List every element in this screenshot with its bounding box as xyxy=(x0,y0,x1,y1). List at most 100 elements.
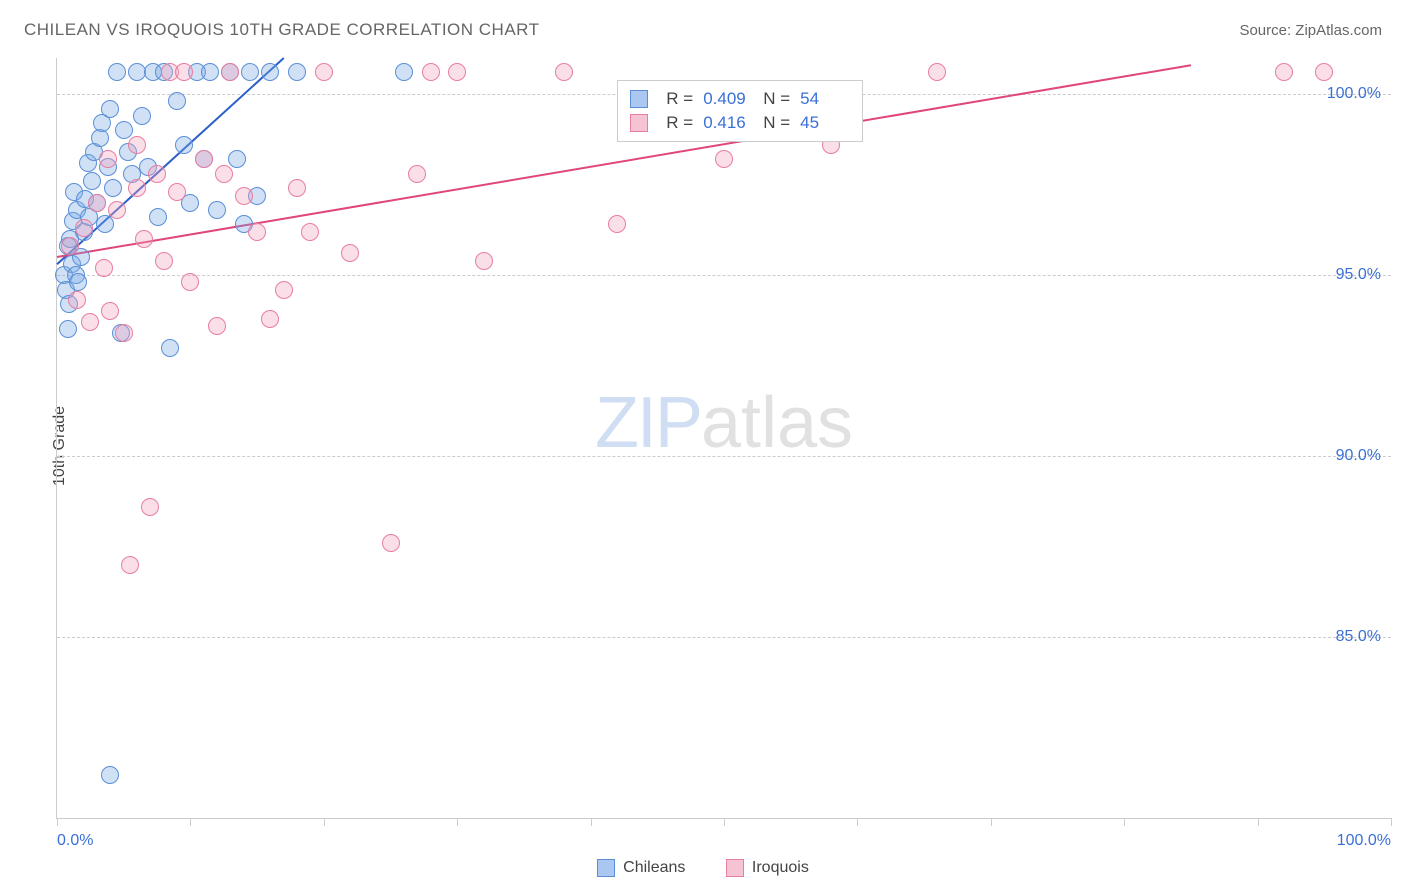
data-point xyxy=(88,194,106,212)
data-point xyxy=(228,150,246,168)
data-point xyxy=(261,310,279,328)
data-point xyxy=(208,201,226,219)
stats-r-value: 0.416 xyxy=(703,113,753,133)
data-point xyxy=(115,324,133,342)
data-point xyxy=(208,317,226,335)
data-point xyxy=(59,320,77,338)
x-tick xyxy=(324,818,325,826)
data-point xyxy=(288,179,306,197)
x-tick xyxy=(457,818,458,826)
data-point xyxy=(241,63,259,81)
legend-item-chileans: Chileans xyxy=(597,859,685,877)
data-point xyxy=(275,281,293,299)
data-point xyxy=(135,230,153,248)
data-point xyxy=(181,273,199,291)
stats-row: R = 0.409 N = 54 xyxy=(630,87,850,111)
plot-area: ZIPatlas 85.0%90.0%95.0%100.0%0.0%100.0%… xyxy=(56,58,1391,819)
x-tick xyxy=(1124,818,1125,826)
data-point xyxy=(175,136,193,154)
data-point xyxy=(475,252,493,270)
data-point xyxy=(128,179,146,197)
trend-lines-layer xyxy=(57,58,1391,818)
x-tick xyxy=(1391,818,1392,826)
data-point xyxy=(108,201,126,219)
data-point xyxy=(1315,63,1333,81)
x-tick xyxy=(1258,818,1259,826)
data-point xyxy=(69,273,87,291)
data-point xyxy=(128,136,146,154)
stats-swatch xyxy=(630,90,648,108)
bottom-legend: Chileans Iroquois xyxy=(0,859,1406,882)
data-point xyxy=(175,63,193,81)
x-tick xyxy=(190,818,191,826)
x-tick xyxy=(591,818,592,826)
data-point xyxy=(195,150,213,168)
x-tick xyxy=(724,818,725,826)
x-tick xyxy=(57,818,58,826)
data-point xyxy=(141,498,159,516)
x-tick-label: 100.0% xyxy=(1337,832,1391,850)
data-point xyxy=(715,150,733,168)
data-point xyxy=(168,183,186,201)
data-point xyxy=(161,339,179,357)
x-tick xyxy=(991,818,992,826)
data-point xyxy=(99,150,117,168)
data-point xyxy=(341,244,359,262)
data-point xyxy=(101,100,119,118)
data-point xyxy=(395,63,413,81)
data-point xyxy=(96,215,114,233)
data-point xyxy=(248,223,266,241)
stats-n-value: 54 xyxy=(800,89,850,109)
chart-source: Source: ZipAtlas.com xyxy=(1239,22,1382,39)
data-point xyxy=(261,63,279,81)
data-point xyxy=(148,165,166,183)
data-point xyxy=(555,63,573,81)
data-point xyxy=(68,291,86,309)
data-point xyxy=(315,63,333,81)
data-point xyxy=(235,187,253,205)
stats-n-label: N = xyxy=(763,113,790,133)
data-point xyxy=(133,107,151,125)
legend-swatch-chileans xyxy=(597,859,615,877)
data-point xyxy=(201,63,219,81)
x-tick-label: 0.0% xyxy=(57,832,93,850)
stats-legend-box: R = 0.409 N = 54 R = 0.416 N = 45 xyxy=(617,80,863,142)
data-point xyxy=(608,215,626,233)
stats-r-value: 0.409 xyxy=(703,89,753,109)
data-point xyxy=(61,237,79,255)
legend-label-chileans: Chileans xyxy=(623,859,685,877)
stats-r-label: R = xyxy=(666,113,693,133)
data-point xyxy=(215,165,233,183)
data-point xyxy=(95,259,113,277)
chart-header: CHILEAN VS IROQUOIS 10TH GRADE CORRELATI… xyxy=(24,20,1382,40)
data-point xyxy=(408,165,426,183)
legend-label-iroquois: Iroquois xyxy=(752,859,809,877)
data-point xyxy=(108,63,126,81)
data-point xyxy=(448,63,466,81)
chart-title: CHILEAN VS IROQUOIS 10TH GRADE CORRELATI… xyxy=(24,20,540,40)
data-point xyxy=(115,121,133,139)
data-point xyxy=(101,302,119,320)
data-point xyxy=(149,208,167,226)
data-point xyxy=(104,179,122,197)
stats-r-label: R = xyxy=(666,89,693,109)
data-point xyxy=(155,252,173,270)
data-point xyxy=(81,313,99,331)
data-point xyxy=(101,766,119,784)
data-point xyxy=(382,534,400,552)
data-point xyxy=(928,63,946,81)
legend-item-iroquois: Iroquois xyxy=(726,859,809,877)
stats-n-value: 45 xyxy=(800,113,850,133)
stats-n-label: N = xyxy=(763,89,790,109)
data-point xyxy=(83,172,101,190)
stats-swatch xyxy=(630,114,648,132)
data-point xyxy=(168,92,186,110)
stats-row: R = 0.416 N = 45 xyxy=(630,111,850,135)
data-point xyxy=(221,63,239,81)
data-point xyxy=(288,63,306,81)
legend-swatch-iroquois xyxy=(726,859,744,877)
data-point xyxy=(121,556,139,574)
data-point xyxy=(75,219,93,237)
data-point xyxy=(422,63,440,81)
data-point xyxy=(301,223,319,241)
